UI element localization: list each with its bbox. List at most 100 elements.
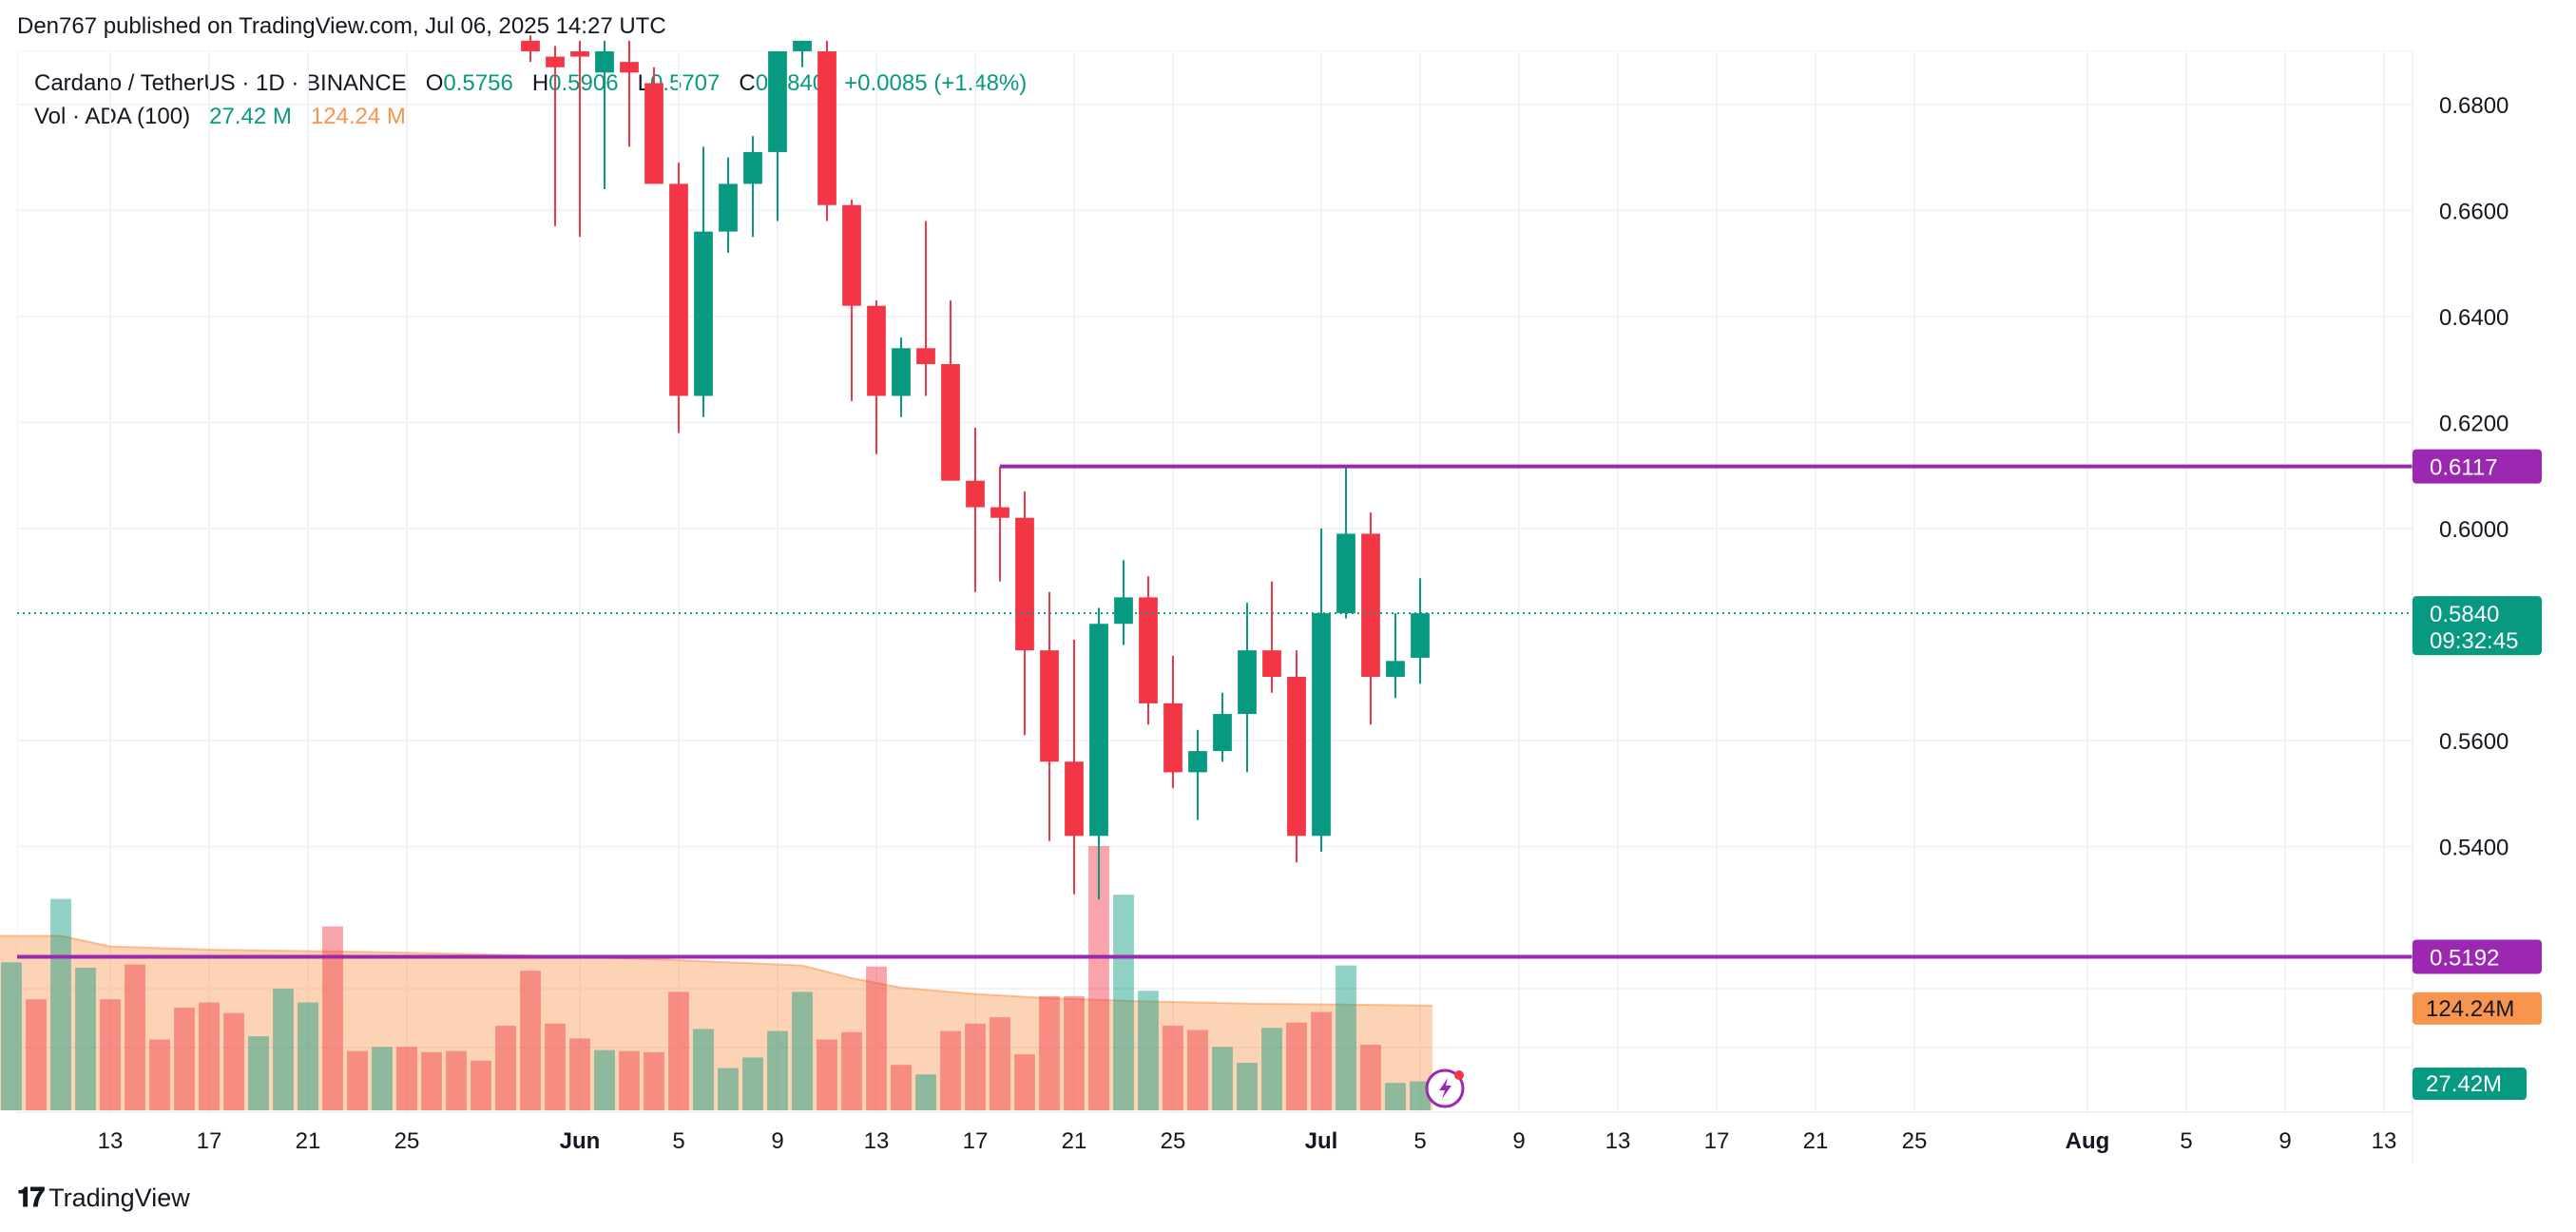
- volume-bar: [372, 1047, 393, 1110]
- date-tick-label: Jun: [560, 1128, 601, 1154]
- candle-body: [966, 480, 985, 508]
- price-tick-label: 0.6800: [2439, 93, 2509, 119]
- volume-bar: [891, 1065, 912, 1110]
- date-tick-label: 13: [2372, 1128, 2397, 1154]
- volume-bar: [644, 1051, 664, 1110]
- volume-last-label: 27.42M: [2426, 1071, 2502, 1097]
- candle-body: [1065, 761, 1084, 837]
- candle-body: [546, 56, 565, 67]
- volume-bar: [75, 967, 96, 1110]
- tradingview-footer[interactable]: 𝟏𝟕 TradingView: [17, 1183, 190, 1214]
- volume-bar: [100, 999, 121, 1110]
- volume-bar: [347, 1050, 368, 1110]
- candle-body: [570, 51, 589, 57]
- candle-body: [743, 151, 762, 184]
- volume-bar: [1088, 846, 1109, 1110]
- date-tick-label: 5: [2180, 1128, 2192, 1154]
- volume-bar: [915, 1074, 936, 1110]
- volume-ma-line: [0, 934, 1433, 1007]
- level-price-badge: [2413, 939, 2542, 974]
- date-tick-label: 21: [1062, 1128, 1087, 1154]
- volume-bar: [693, 1029, 714, 1110]
- level-price-label: 0.5192: [2430, 945, 2499, 971]
- volume-legend-row: Vol · ADA (100) 27.42 M 124.24 M: [34, 100, 1027, 133]
- volume-bar: [421, 1051, 442, 1110]
- candle-body: [1188, 751, 1207, 773]
- date-tick-label: Aug: [2066, 1128, 2110, 1154]
- candle-body: [768, 51, 787, 152]
- price-tick-label: 0.5400: [2439, 835, 2509, 860]
- candle-body: [892, 348, 911, 396]
- candle-body: [620, 62, 639, 73]
- date-tick-label: 21: [1803, 1128, 1829, 1154]
- volume-bar: [1261, 1028, 1282, 1110]
- candle-body: [669, 183, 688, 396]
- open-value: 0.5756: [443, 70, 513, 96]
- date-tick-label: 25: [394, 1128, 420, 1154]
- volume-ma-label: 124.24M: [2426, 996, 2514, 1022]
- candle-body: [1411, 613, 1430, 658]
- volume-bar: [792, 991, 813, 1110]
- candle-body: [1361, 533, 1380, 678]
- candle-body: [1213, 714, 1232, 752]
- date-tick-label: 13: [98, 1128, 124, 1154]
- candle-body: [1238, 650, 1257, 715]
- date-tick-label: 17: [197, 1128, 222, 1154]
- volume-bar: [396, 1047, 417, 1110]
- volume-bar: [668, 991, 689, 1110]
- volume-label[interactable]: Vol · ADA (100): [34, 104, 191, 129]
- candle-body: [1139, 597, 1158, 703]
- candle-body: [644, 83, 663, 184]
- candle-body: [1163, 703, 1182, 773]
- candle-body: [990, 507, 1009, 518]
- volume-bar: [1187, 1030, 1208, 1110]
- volume-bar: [817, 1039, 837, 1110]
- volume-bar: [1360, 1045, 1381, 1110]
- tradingview-logo-icon: 𝟏𝟕: [17, 1183, 45, 1212]
- candle-body: [694, 231, 713, 396]
- volume-bar: [248, 1036, 269, 1110]
- candle-body: [1287, 677, 1306, 837]
- volume-bar: [866, 966, 887, 1110]
- candle-body: [1386, 661, 1405, 678]
- candle-body: [1336, 533, 1355, 614]
- date-tick-label: 5: [1413, 1128, 1426, 1154]
- volume-bar: [1385, 1083, 1406, 1110]
- lightning-bolt-icon: [1439, 1078, 1451, 1099]
- volume-bar: [322, 926, 343, 1110]
- volume-bar: [1064, 995, 1085, 1110]
- countdown-label: 09:32:45: [2430, 628, 2518, 654]
- level-price-badge: [2413, 449, 2542, 484]
- volume-bar: [471, 1060, 491, 1110]
- price-tick-label: 0.6400: [2439, 305, 2509, 331]
- volume-value: 27.42 M: [209, 104, 292, 129]
- last-price-badge: [2413, 596, 2542, 656]
- volume-bar: [767, 1030, 788, 1110]
- volume-bar: [594, 1049, 615, 1110]
- volume-bar: [26, 999, 47, 1110]
- date-tick-label: 5: [672, 1128, 684, 1154]
- close-label: C: [739, 70, 756, 96]
- symbol-label[interactable]: Cardano / TetherUS · 1D · BINANCE: [34, 70, 407, 96]
- price-legend-row: Cardano / TetherUS · 1D · BINANCE O0.575…: [34, 67, 1027, 100]
- candle-body: [842, 204, 861, 306]
- volume-bar: [1113, 895, 1134, 1110]
- date-tick-label: 13: [1605, 1128, 1631, 1154]
- volume-layer: [0, 846, 1433, 1110]
- candle-body: [793, 40, 812, 51]
- volume-bar: [149, 1039, 170, 1110]
- candles-layer: [521, 35, 1430, 900]
- date-tick-label: 21: [296, 1128, 321, 1154]
- volume-bar: [1163, 1026, 1183, 1110]
- volume-bar: [223, 1012, 244, 1110]
- notification-dot-icon: [1454, 1070, 1464, 1080]
- candle-body: [1312, 613, 1331, 837]
- volume-bar: [841, 1031, 862, 1110]
- volume-last-badge: [2413, 1068, 2527, 1100]
- volume-bar: [1138, 991, 1159, 1110]
- volume-bar: [199, 1002, 220, 1110]
- volume-bar: [742, 1057, 763, 1110]
- volume-bar: [990, 1017, 1010, 1110]
